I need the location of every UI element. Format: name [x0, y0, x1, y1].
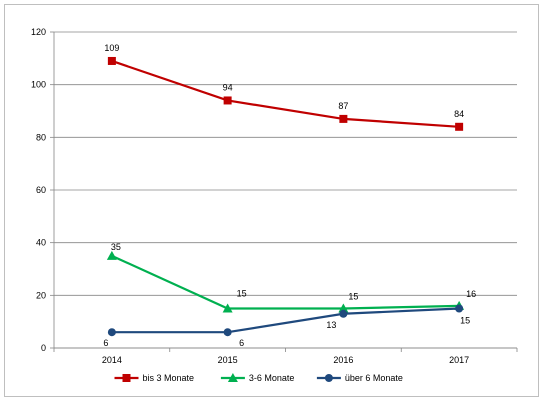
gridlines: [54, 31, 517, 349]
series-line: [111, 59, 460, 128]
y-tick-label: 80: [36, 132, 46, 142]
legend-marker: [227, 373, 238, 382]
y-tick-label: 0: [41, 343, 46, 353]
axes: 0 20 40 60 80 100 120 2014 2015 2016 2017: [31, 27, 518, 365]
data-point: [455, 122, 464, 131]
legend-marker: [324, 374, 333, 382]
data-label: 6: [103, 338, 108, 348]
data-point: [107, 56, 116, 65]
data-point: [222, 303, 233, 313]
chart-container: 0 20 40 60 80 100 120 2014 2015 2016 2017 109 94 87 8…: [4, 4, 539, 397]
y-tick-label: 120: [31, 27, 46, 37]
legend-label: über 6 Monate: [345, 373, 403, 383]
legend-marker: [122, 374, 131, 382]
legend-label: 3-6 Monate: [249, 373, 295, 383]
x-tick-label: 2017: [449, 355, 469, 365]
series-lines: [106, 56, 465, 337]
legend-item: 3-6 Monate: [220, 373, 295, 383]
legend-item: über 6 Monate: [316, 373, 403, 383]
y-tick-label: 40: [36, 238, 46, 248]
x-tick-label: 2015: [218, 355, 238, 365]
series-über-6-monate: [107, 304, 464, 337]
data-point: [106, 250, 117, 260]
data-labels: 109 94 87 84 35 15 15 16 6 6 13 15: [103, 43, 476, 348]
series-line: [111, 254, 460, 310]
x-tick-label: 2016: [333, 355, 353, 365]
data-label: 15: [348, 292, 358, 302]
data-point: [338, 303, 349, 313]
data-label: 15: [460, 316, 470, 326]
y-tick-label: 20: [36, 290, 46, 300]
data-label: 15: [237, 289, 247, 299]
series-line: [111, 307, 460, 334]
data-point: [339, 309, 348, 318]
series-bis-3-monate: [107, 56, 464, 131]
legend-label: bis 3 Monate: [143, 373, 195, 383]
data-label: 35: [111, 242, 121, 252]
data-point: [107, 328, 116, 337]
data-point: [223, 328, 232, 337]
y-tick-label: 60: [36, 185, 46, 195]
data-point: [339, 114, 348, 123]
data-point: [223, 96, 232, 105]
data-label: 87: [338, 101, 348, 111]
y-tick-label: 100: [31, 80, 46, 90]
data-label: 84: [454, 109, 464, 119]
series-3-6-monate: [106, 250, 465, 313]
data-label: 6: [239, 338, 244, 348]
data-label: 16: [466, 289, 476, 299]
data-point: [455, 304, 464, 313]
legend-item: bis 3 Monate: [114, 373, 195, 383]
legend: bis 3 Monate 3-6 Monate über 6 Monate: [114, 373, 403, 383]
data-label: 13: [326, 320, 336, 330]
x-tick-label: 2014: [102, 355, 122, 365]
line-chart: 0 20 40 60 80 100 120 2014 2015 2016 2017 109 94 87 8…: [31, 27, 518, 383]
data-label: 94: [223, 82, 233, 92]
data-label: 109: [104, 43, 119, 53]
